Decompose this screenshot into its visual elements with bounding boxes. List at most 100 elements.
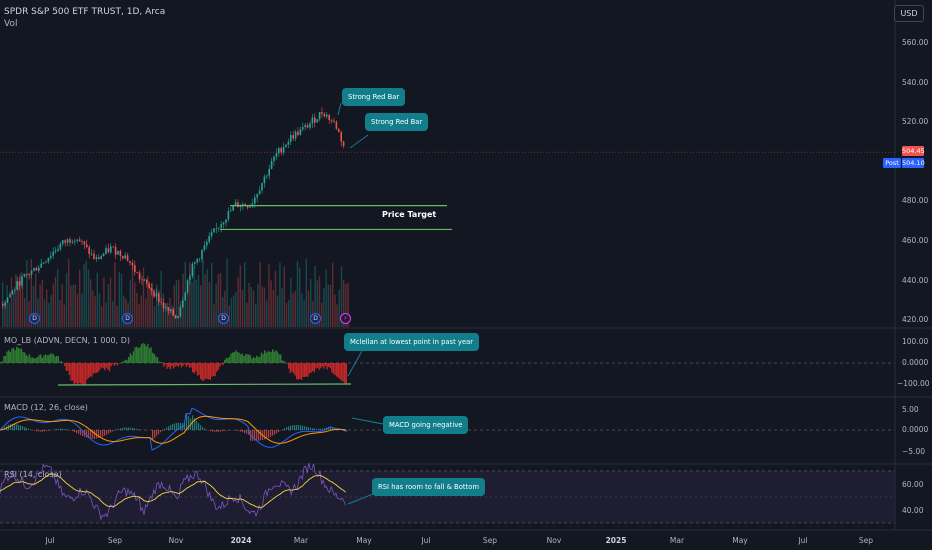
- volume-bar: [21, 278, 24, 327]
- mclellan-bar: [158, 361, 160, 363]
- volume-bar: [112, 300, 114, 327]
- mclellan-bar: [30, 357, 32, 363]
- earnings-flash-icon[interactable]: ⚡: [340, 313, 351, 324]
- volume-bar: [107, 284, 109, 327]
- mclellan-bar: [153, 354, 155, 363]
- mclellan-label[interactable]: MO_LB (ADVN, DECN, 1 000, D): [4, 336, 130, 345]
- mclellan-bar: [46, 355, 48, 363]
- mclellan-bar: [33, 358, 35, 363]
- volume-bar: [252, 290, 255, 327]
- candle-body: [294, 131, 297, 139]
- macd-histogram-bar: [208, 430, 210, 431]
- callout-rsi[interactable]: RSI has room to fall & Bottom: [372, 478, 485, 496]
- mclellan-bar: [219, 363, 221, 367]
- volume-bar: [246, 302, 248, 327]
- callout-mclellan[interactable]: Mclellan at lowest point in past year: [344, 333, 480, 351]
- macd-histogram-bar: [166, 427, 168, 430]
- mclellan-bar: [166, 363, 168, 369]
- post-market-price: 504.10: [902, 158, 925, 168]
- mclellan-bar: [86, 363, 88, 380]
- mclellan-bar: [204, 363, 207, 379]
- mclellan-bar: [299, 363, 301, 379]
- volume-bar: [296, 260, 299, 327]
- mclellan-bar: [308, 363, 311, 374]
- mclellan-bar: [172, 363, 175, 369]
- volume-bar: [35, 273, 37, 327]
- time-tick: Sep: [107, 536, 123, 545]
- macd-label[interactable]: MACD (12, 26, close): [4, 403, 88, 412]
- price-tick: 420.00: [902, 315, 929, 324]
- mclellan-bar: [286, 363, 288, 364]
- mclellan-bar: [225, 357, 227, 363]
- volume-bar: [48, 303, 50, 327]
- symbol-title[interactable]: SPDR S&P 500 ETF TRUST, 1D, Arca: [4, 7, 166, 17]
- candle-body: [86, 244, 88, 248]
- candle-body: [59, 243, 62, 250]
- volume-bar: [270, 280, 272, 327]
- candle-body: [273, 156, 275, 162]
- volume-bar: [277, 295, 279, 327]
- dividend-icon[interactable]: D: [218, 313, 229, 324]
- macd-histogram-bar: [56, 429, 58, 430]
- mclellan-bar: [134, 347, 136, 363]
- mclellan-bar: [262, 354, 264, 363]
- mclellan-bar: [44, 354, 47, 363]
- callout-strong-red-bar-2[interactable]: Strong Red Bar: [365, 113, 429, 131]
- candle-body: [328, 114, 330, 120]
- volume-bar: [156, 284, 158, 327]
- callout-strong-red-bar-1[interactable]: Strong Red Bar: [342, 88, 406, 106]
- dividend-icon[interactable]: D: [29, 313, 40, 324]
- mclellan-bar: [48, 355, 50, 363]
- mclellan-bar: [283, 361, 285, 363]
- macd-histogram-bar: [176, 422, 178, 430]
- volume-bar: [281, 287, 283, 327]
- candle-body: [254, 197, 256, 204]
- macd-histogram-bar: [22, 426, 24, 430]
- dividend-icon[interactable]: D: [310, 313, 321, 324]
- candle-body: [9, 294, 11, 298]
- candle-body: [110, 246, 112, 253]
- mclellan-bar: [43, 355, 45, 363]
- candle-body: [167, 307, 170, 311]
- candle-body: [83, 241, 86, 245]
- currency-button[interactable]: USD: [894, 5, 924, 22]
- volume-bar: [272, 289, 274, 327]
- macd-histogram-bar: [24, 427, 26, 430]
- mclellan-bar: [243, 356, 245, 363]
- volume-bar: [189, 262, 191, 327]
- candle-body: [237, 202, 239, 207]
- price-target-label[interactable]: Price Target: [382, 210, 437, 219]
- volume-bar: [140, 295, 142, 327]
- candle-body: [182, 300, 184, 308]
- callout-macd[interactable]: MACD going negative: [383, 416, 469, 434]
- candle-body: [122, 255, 124, 259]
- macd-histogram-bar: [74, 430, 76, 433]
- volume-bar: [332, 262, 334, 327]
- mclellan-bar: [272, 349, 274, 363]
- candle-body: [95, 257, 98, 259]
- rsi-label[interactable]: RSI (14, close): [4, 470, 62, 479]
- candle-body: [150, 287, 153, 291]
- candle-body: [232, 205, 234, 211]
- mclellan-bar: [224, 360, 226, 363]
- mclellan-bar: [140, 344, 143, 363]
- mclellan-bar: [321, 363, 323, 367]
- macd-histogram-bar: [40, 430, 42, 432]
- volume-bar: [224, 291, 226, 327]
- macd-histogram-bar: [64, 428, 66, 430]
- volume-bar: [10, 277, 13, 327]
- volume-bar: [307, 290, 310, 327]
- macd-histogram-bar: [134, 428, 136, 430]
- candle-body: [153, 290, 155, 297]
- macd-histogram-bar: [238, 430, 240, 432]
- volume-bar: [63, 304, 65, 327]
- dividend-icon[interactable]: D: [122, 313, 133, 324]
- candle-body: [26, 273, 28, 275]
- mclellan-bar: [91, 363, 93, 377]
- macd-histogram-bar: [186, 413, 188, 430]
- volume-bar: [244, 262, 246, 327]
- volume-bar: [219, 273, 222, 327]
- volume-bar: [250, 286, 252, 327]
